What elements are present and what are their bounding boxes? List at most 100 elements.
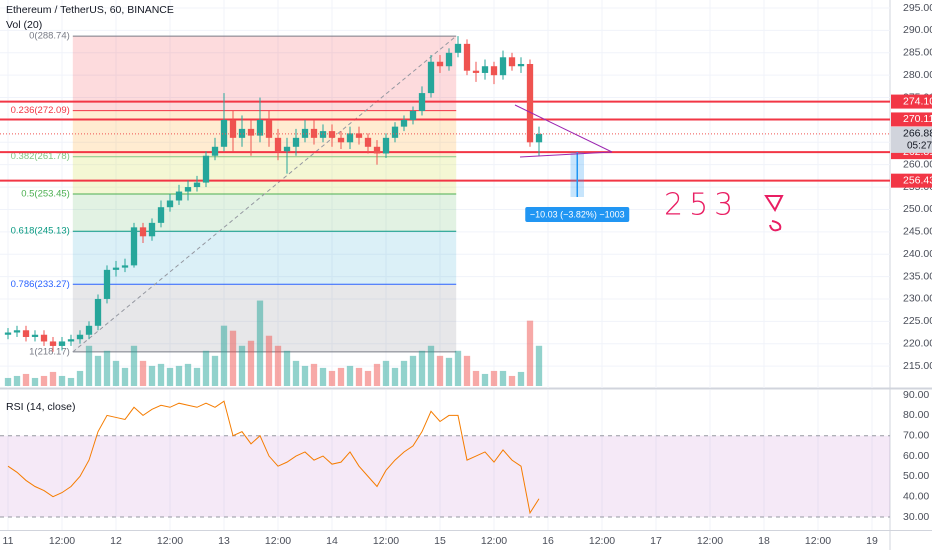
- candle-body: [22, 330, 30, 337]
- candle-body: [454, 43, 462, 53]
- candle-body: [49, 341, 57, 346]
- fib-label: 0.382(261.78): [11, 151, 70, 162]
- volume-bar: [148, 365, 156, 386]
- candle-body: [31, 334, 39, 337]
- y-tick-label: 295.00: [903, 2, 932, 14]
- x-tick-label: 15: [434, 535, 446, 547]
- volume-bar: [76, 370, 84, 386]
- candle-body: [229, 119, 237, 138]
- last-price-box: [891, 126, 932, 153]
- candle-body: [265, 119, 273, 138]
- fib-label: 0(288.74): [29, 31, 70, 42]
- volume-bar: [139, 360, 147, 386]
- candle-body: [490, 66, 498, 76]
- volume-bar: [283, 350, 291, 386]
- volume-bar: [184, 363, 192, 386]
- volume-bar: [319, 367, 327, 386]
- y-tick-label: 90.00: [903, 389, 929, 401]
- rsi-band: [0, 435, 890, 517]
- candle-body: [157, 207, 165, 223]
- x-tick-label: 12:00: [49, 535, 75, 547]
- symbol-title: Ethereum / TetherUS, 60, BINANCE: [6, 4, 174, 16]
- x-tick-label: 19: [866, 535, 878, 547]
- last-price-label: 266.88: [903, 128, 932, 140]
- volume-title: Vol (20): [6, 19, 42, 31]
- volume-bar: [211, 355, 219, 386]
- candle-body: [409, 110, 417, 120]
- y-tick-label: 70.00: [903, 429, 929, 441]
- candle-body: [121, 265, 129, 268]
- candle-body: [292, 137, 300, 147]
- candle-body: [130, 227, 138, 266]
- price-label-box: [891, 173, 932, 188]
- volume-bar: [373, 363, 381, 386]
- candle-body: [256, 119, 264, 136]
- volume-bar: [328, 370, 336, 386]
- x-tick-label: 12:00: [373, 535, 399, 547]
- volume-bar: [40, 375, 48, 386]
- fib-zone: [72, 231, 457, 285]
- candle-body: [247, 128, 255, 136]
- candle-body: [382, 137, 390, 154]
- candle-body: [184, 187, 192, 192]
- fib-zone: [72, 156, 457, 194]
- candle-body: [94, 298, 102, 326]
- x-tick-label: 18: [758, 535, 770, 547]
- price-label: 270.11: [903, 113, 932, 125]
- candle-body: [508, 57, 516, 67]
- y-tick-label: 235.00: [903, 270, 932, 282]
- candle-body: [193, 182, 201, 188]
- candle-body: [526, 63, 534, 143]
- volume-bar: [535, 345, 543, 386]
- volume-bar: [103, 350, 111, 386]
- candle-body: [40, 334, 48, 342]
- volume-bar: [31, 377, 39, 386]
- volume-bar: [292, 360, 300, 386]
- volume-bar: [454, 350, 462, 386]
- price-label: 274.10: [903, 95, 932, 107]
- candle-body: [418, 93, 426, 111]
- candle-body: [85, 325, 93, 335]
- candle-body: [355, 133, 363, 138]
- candle-body: [238, 128, 246, 138]
- candle-body: [301, 128, 309, 138]
- candle-body: [463, 43, 471, 71]
- x-tick-label: 16: [542, 535, 554, 547]
- volume-bar: [4, 377, 12, 386]
- volume-bar: [130, 345, 138, 386]
- countdown-label: 05:27: [907, 141, 932, 152]
- candle-body: [337, 137, 345, 143]
- x-tick-label: 11: [3, 535, 14, 547]
- volume-bar: [265, 335, 273, 386]
- volume-bar: [508, 375, 516, 386]
- volume-bar: [193, 367, 201, 386]
- x-tick-label: 12:00: [805, 535, 831, 547]
- volume-bar: [346, 365, 354, 386]
- price-label-box: [891, 112, 932, 127]
- price-label-box: [891, 94, 932, 109]
- x-tick-label: 12: [110, 535, 122, 547]
- volume-bar: [49, 371, 57, 386]
- volume-bar: [256, 300, 264, 386]
- volume-bar: [526, 320, 534, 386]
- candle-body: [76, 334, 84, 340]
- candle-body: [175, 191, 183, 201]
- volume-bar: [400, 360, 408, 386]
- volume-bar: [463, 355, 471, 386]
- volume-bar: [274, 345, 282, 386]
- volume-bar: [58, 375, 66, 386]
- x-tick-label: 12:00: [481, 535, 507, 547]
- price-label: 256.43: [903, 174, 932, 186]
- fib-label: 0.786(233.27): [11, 279, 70, 290]
- handwritten-mark: [764, 195, 784, 232]
- volume-bar: [202, 350, 210, 386]
- fib-zone: [72, 36, 457, 111]
- volume-bar: [418, 350, 426, 386]
- trend-line: [514, 104, 613, 153]
- fib-zone: [72, 284, 457, 352]
- y-tick-label: 260.00: [903, 158, 932, 170]
- volume-bar: [310, 363, 318, 386]
- x-tick-label: 12:00: [589, 535, 615, 547]
- candle-body: [220, 119, 228, 147]
